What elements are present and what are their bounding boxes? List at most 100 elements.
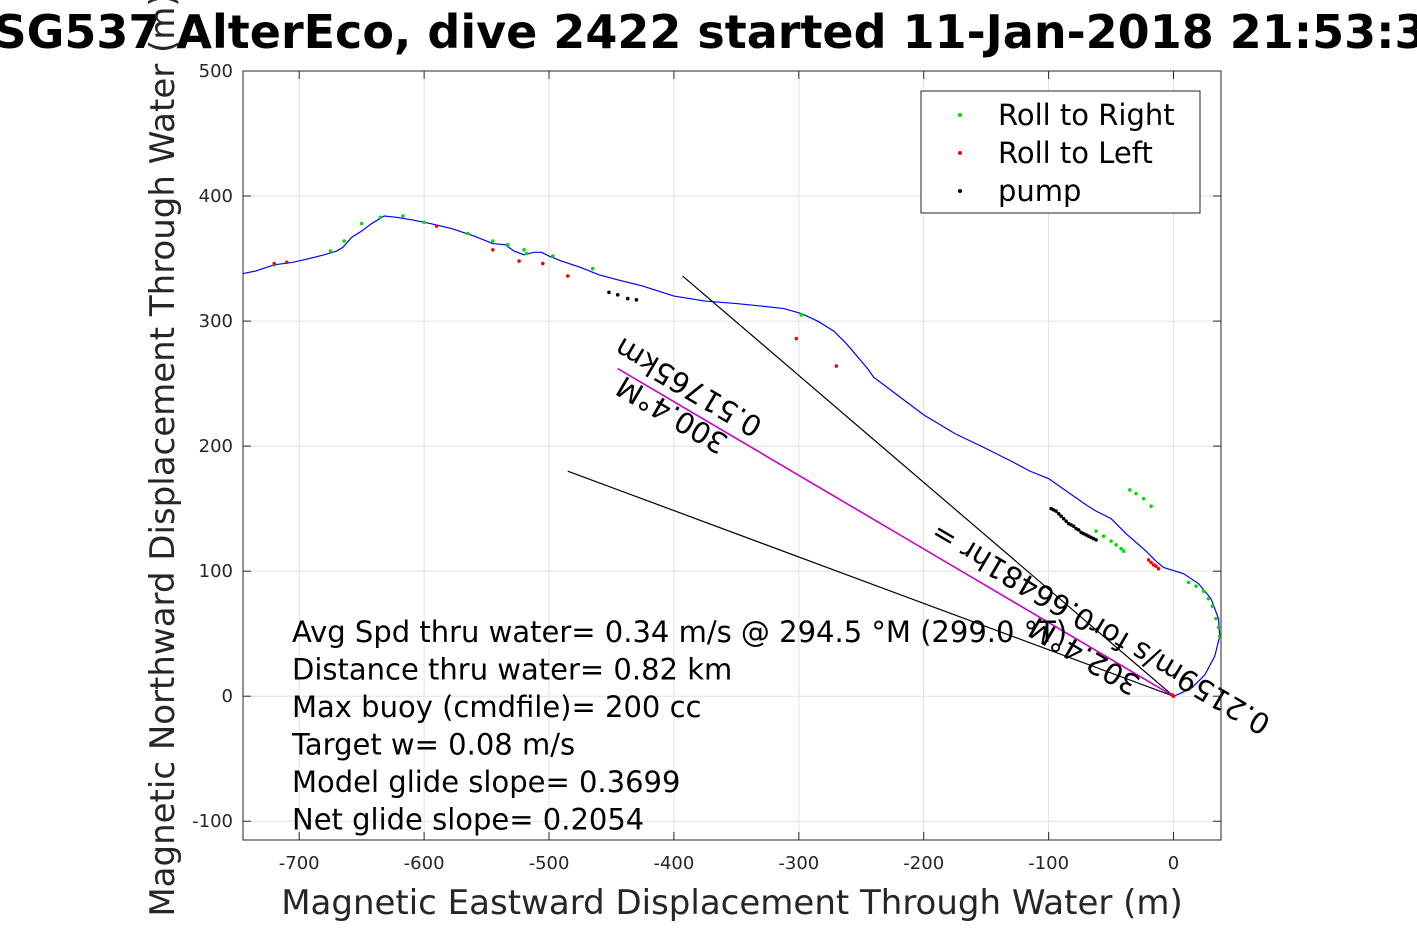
- x-tick-label: -400: [653, 853, 694, 874]
- y-tick-label: 400: [199, 186, 233, 207]
- legend-label: Roll to Right: [998, 98, 1175, 132]
- data-point: [434, 224, 439, 228]
- data-point: [834, 364, 839, 368]
- data-point: [615, 293, 620, 297]
- data-point: [524, 251, 529, 256]
- data-point: [491, 248, 495, 252]
- data-point: [540, 261, 545, 266]
- axes-frame: [242, 70, 1222, 841]
- axis-ticks: -700 -600 -500 -400 -300 -200 -100 0 -100 0 100 200…: [192, 61, 1221, 874]
- data-point: [491, 239, 495, 243]
- annotation-line: Avg Spd thru water= 0.34 m/s @ 294.5 °M …: [292, 615, 1067, 649]
- legend: Roll to Right Roll to Left pump: [920, 90, 1201, 214]
- data-point: [378, 215, 383, 220]
- annotation-block: Avg Spd thru water= 0.34 m/s @ 294.5 °M …: [291, 615, 1067, 837]
- data-point: [401, 214, 405, 218]
- chart-title: SG537 AlterEco, dive 2422 started 11-Jan…: [0, 5, 1417, 59]
- reference-line: [682, 275, 1174, 697]
- y-tick-label: 200: [199, 436, 233, 457]
- x-axis-label: Magnetic Eastward Displacement Through W…: [281, 883, 1183, 923]
- data-point: [1134, 491, 1138, 496]
- data-point: [328, 249, 333, 253]
- data-point: [1071, 524, 1076, 528]
- data-point: [1101, 534, 1106, 538]
- data-point: [522, 248, 526, 252]
- y-tick-label: 0: [222, 686, 233, 707]
- legend-label: Roll to Left: [998, 136, 1153, 170]
- data-point: [1170, 693, 1175, 697]
- data-point: [359, 221, 364, 226]
- rotated-label: 300.4°M0.51765km: [609, 331, 768, 461]
- track-line: [243, 215, 1221, 697]
- legend-label: pump: [998, 174, 1081, 208]
- data-point: [1201, 589, 1206, 593]
- data-point: [1094, 538, 1098, 542]
- data-point: [1194, 584, 1198, 588]
- reference-line: [617, 367, 1174, 697]
- data-point: [1056, 511, 1061, 516]
- x-tick-label: -600: [404, 853, 445, 874]
- data-point: [1151, 563, 1156, 567]
- x-tick-label: -100: [1028, 853, 1069, 874]
- data-point: [1216, 625, 1221, 630]
- data-point: [1054, 509, 1058, 513]
- data-point: [1149, 560, 1153, 565]
- x-tick-label: -500: [529, 853, 570, 874]
- annotation-line: Target w= 0.08 m/s: [291, 728, 575, 762]
- data-point: [1121, 549, 1126, 553]
- data-point: [1119, 546, 1123, 551]
- reference-line: [567, 470, 1174, 697]
- data-point: [634, 298, 639, 302]
- data-point: [625, 296, 630, 301]
- data-point: [1210, 604, 1215, 608]
- data-point: [1109, 539, 1113, 543]
- y-tick-label: 500: [199, 61, 233, 82]
- data-point: [284, 260, 289, 265]
- data-point: [1114, 543, 1118, 547]
- data-point: [1094, 529, 1098, 533]
- data-point: [1141, 496, 1146, 501]
- y-tick-label: 300: [199, 311, 233, 332]
- data-point: [1064, 519, 1068, 523]
- plot-content: [243, 214, 1221, 699]
- x-tick-label: 0: [1168, 853, 1179, 874]
- data-point: [1061, 516, 1066, 521]
- data-point: [272, 261, 277, 266]
- annotation-line: Net glide slope= 0.2054: [292, 803, 644, 837]
- data-point: [590, 266, 595, 271]
- data-point: [550, 254, 555, 258]
- data-point: [1156, 566, 1161, 571]
- legend-marker: [958, 151, 962, 155]
- data-point: [342, 239, 346, 243]
- x-tick-label: -200: [903, 853, 944, 874]
- data-point: [1076, 528, 1081, 532]
- data-point: [1146, 558, 1151, 562]
- annotation-line: Max buoy (cmdfile)= 200 cc: [292, 690, 701, 724]
- annotation-line: Distance thru water= 0.82 km: [292, 653, 732, 687]
- data-point: [505, 243, 510, 247]
- data-point: [1149, 504, 1153, 508]
- data-point: [1217, 634, 1221, 638]
- annotation-line: Model glide slope= 0.3699: [292, 765, 680, 799]
- y-tick-label: 100: [199, 561, 233, 582]
- data-point: [565, 274, 570, 278]
- data-point: [794, 336, 799, 341]
- data-point: [1186, 580, 1191, 585]
- x-tick-label: -300: [778, 853, 819, 874]
- data-point: [1059, 514, 1063, 518]
- data-point: [1206, 596, 1211, 601]
- data-point: [1128, 488, 1132, 492]
- y-tick-label: -100: [192, 811, 233, 832]
- data-point: [517, 259, 521, 263]
- legend-marker: [958, 113, 962, 117]
- data-point: [466, 231, 470, 236]
- legend-box: [920, 90, 1201, 214]
- y-axis-label: Magnetic Northward Displacement Through …: [143, 0, 183, 917]
- data-point: [1214, 616, 1218, 621]
- data-point: [799, 313, 804, 317]
- data-point: [607, 290, 611, 295]
- x-tick-label: -700: [279, 853, 320, 874]
- legend-marker: [958, 189, 962, 193]
- data-point: [422, 220, 426, 225]
